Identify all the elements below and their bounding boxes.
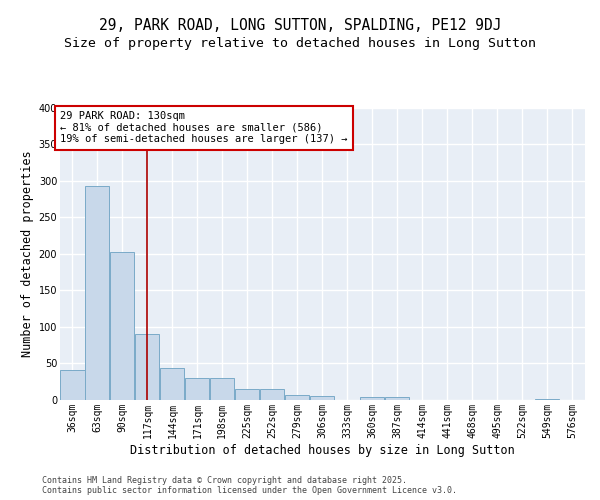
Bar [211, 378, 235, 400]
Text: Size of property relative to detached houses in Long Sutton: Size of property relative to detached ho… [64, 38, 536, 51]
Bar [61, 370, 85, 400]
Bar [385, 397, 409, 400]
Bar [535, 398, 559, 400]
Text: 29, PARK ROAD, LONG SUTTON, SPALDING, PE12 9DJ: 29, PARK ROAD, LONG SUTTON, SPALDING, PE… [99, 18, 501, 32]
Bar [110, 252, 134, 400]
Bar [285, 395, 310, 400]
Text: 29 PARK ROAD: 130sqm
← 81% of detached houses are smaller (586)
19% of semi-deta: 29 PARK ROAD: 130sqm ← 81% of detached h… [61, 111, 348, 144]
Bar [360, 397, 384, 400]
X-axis label: Distribution of detached houses by size in Long Sutton: Distribution of detached houses by size … [130, 444, 515, 456]
Bar [260, 389, 284, 400]
Bar [310, 396, 334, 400]
Bar [160, 368, 184, 400]
Bar [185, 378, 209, 400]
Text: Contains HM Land Registry data © Crown copyright and database right 2025.
Contai: Contains HM Land Registry data © Crown c… [42, 476, 457, 495]
Bar [85, 186, 109, 400]
Bar [235, 389, 259, 400]
Y-axis label: Number of detached properties: Number of detached properties [22, 150, 34, 357]
Bar [136, 334, 160, 400]
